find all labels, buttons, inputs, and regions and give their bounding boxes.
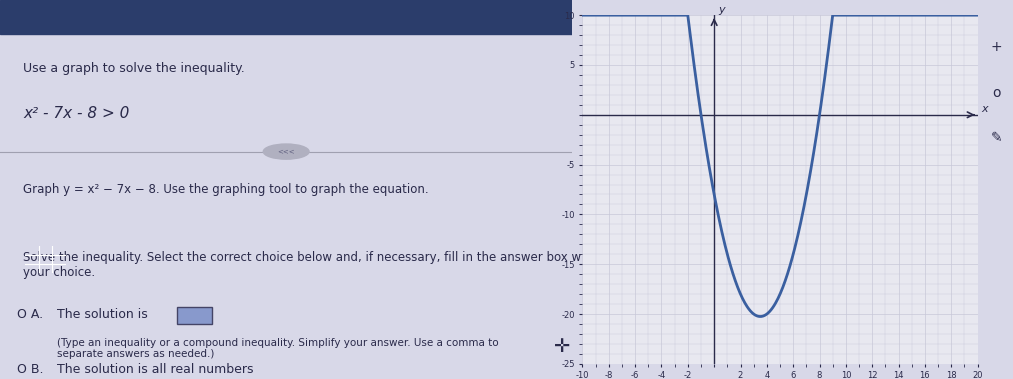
Text: The solution is: The solution is [57, 308, 148, 321]
Text: ✎: ✎ [991, 132, 1002, 145]
Text: (Type an inequality or a compound inequality. Simplify your answer. Use a comma : (Type an inequality or a compound inequa… [57, 338, 498, 359]
Text: Use a graph to solve the inequality.: Use a graph to solve the inequality. [23, 62, 245, 75]
Text: x: x [982, 104, 988, 114]
Text: y: y [718, 5, 724, 15]
Text: O B.: O B. [17, 363, 44, 376]
Ellipse shape [263, 144, 309, 159]
Text: +: + [991, 41, 1002, 54]
Text: x² - 7x - 8 > 0: x² - 7x - 8 > 0 [23, 106, 130, 121]
Bar [0, 0, 572, 34]
Text: Graph y = x² − 7x − 8. Use the graphing tool to graph the equation.: Graph y = x² − 7x − 8. Use the graphing … [23, 183, 428, 196]
Text: Part 2 of 2: Part 2 of 2 [11, 11, 85, 23]
Text: <<<: <<< [278, 149, 295, 155]
Text: ✛: ✛ [554, 337, 570, 356]
Text: o: o [992, 86, 1001, 100]
Text: The solution is all real numbers: The solution is all real numbers [57, 363, 253, 376]
Bar [177, 307, 212, 324]
Text: Solve the inequality. Select the correct choice below and, if necessary, fill in: Solve the inequality. Select the correct… [23, 251, 608, 279]
Text: O A.: O A. [17, 308, 44, 321]
